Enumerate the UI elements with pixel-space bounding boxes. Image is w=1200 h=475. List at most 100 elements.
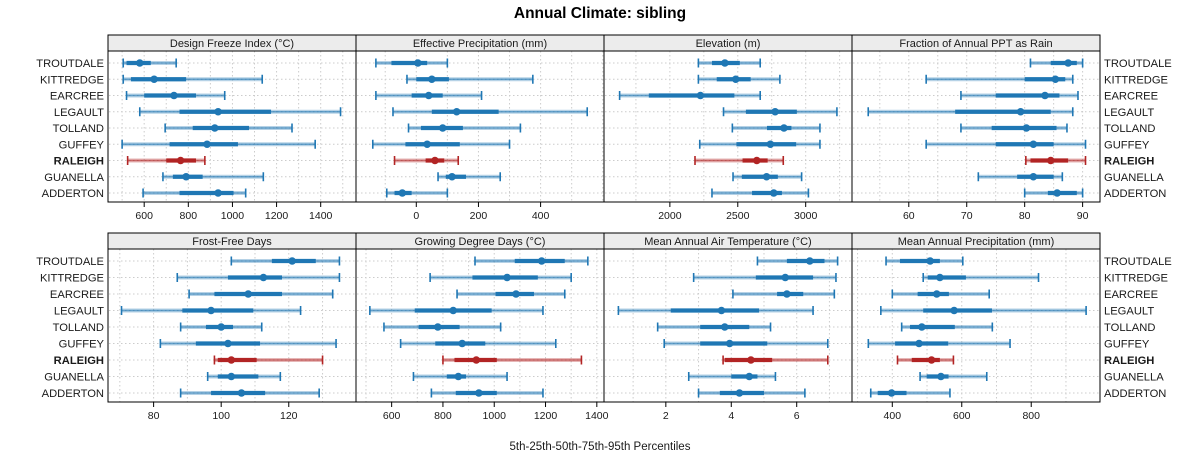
median-dot bbox=[431, 156, 439, 165]
median-dot bbox=[227, 372, 236, 381]
tick-label: 800 bbox=[1022, 410, 1040, 422]
station-label-left: KITTREDGE bbox=[40, 74, 104, 86]
median-dot bbox=[1046, 156, 1055, 165]
median-dot bbox=[780, 124, 788, 132]
median-dot bbox=[398, 189, 407, 197]
median-dot bbox=[472, 356, 481, 364]
tick-label: 2000 bbox=[658, 210, 682, 222]
axis-caption: 5th-25th-50th-75th-95th Percentiles bbox=[509, 441, 691, 453]
median-dot bbox=[1022, 124, 1031, 132]
median-dot bbox=[210, 124, 219, 132]
tick-label: 70 bbox=[961, 210, 973, 222]
median-dot bbox=[731, 75, 740, 84]
panel-area bbox=[851, 248, 1101, 403]
station-label-left: EARCREE bbox=[50, 289, 104, 301]
tick-label: 100 bbox=[212, 410, 230, 422]
station-label-left: KITTREDGE bbox=[40, 273, 104, 285]
tick-label: 90 bbox=[1077, 210, 1089, 222]
tick-label: 2500 bbox=[726, 210, 750, 222]
median-dot bbox=[214, 189, 222, 197]
median-dot bbox=[752, 156, 761, 165]
median-dot bbox=[288, 257, 296, 265]
median-dot bbox=[537, 257, 546, 265]
median-dot bbox=[1029, 172, 1038, 181]
station-label-left: TOLLAND bbox=[53, 322, 104, 334]
station-label-right: GUFFEY bbox=[1104, 339, 1150, 351]
tick-label: 120 bbox=[280, 410, 298, 422]
median-dot bbox=[182, 172, 190, 181]
median-dot bbox=[428, 75, 436, 84]
tick-label: 80 bbox=[148, 410, 160, 422]
tick-label: 600 bbox=[383, 410, 401, 422]
median-dot bbox=[735, 389, 744, 397]
median-dot bbox=[207, 306, 215, 315]
panel-title: Effective Precipitation (mm) bbox=[413, 38, 547, 50]
median-dot bbox=[805, 257, 814, 265]
median-dot bbox=[927, 356, 936, 364]
median-dot bbox=[438, 124, 447, 132]
tick-label: 600 bbox=[953, 410, 971, 422]
station-label-right: LEGAULT bbox=[1104, 107, 1154, 119]
station-label-left: ADDERTON bbox=[42, 388, 104, 400]
median-dot bbox=[926, 257, 934, 265]
median-dot bbox=[217, 323, 225, 331]
tick-label: 1200 bbox=[265, 210, 289, 222]
station-label-right: ADDERTON bbox=[1104, 188, 1166, 200]
station-label-right: GUANELLA bbox=[1104, 172, 1164, 184]
median-dot bbox=[721, 59, 729, 67]
station-label-left: TROUTDALE bbox=[36, 58, 104, 70]
median-dot bbox=[1053, 189, 1061, 197]
median-dot bbox=[244, 290, 253, 298]
median-dot bbox=[747, 356, 755, 364]
station-label-right: KITTREDGE bbox=[1104, 74, 1168, 86]
station-label-right: LEGAULT bbox=[1104, 306, 1154, 318]
panel-title: Elevation (m) bbox=[696, 38, 761, 50]
median-dot bbox=[449, 306, 457, 315]
station-label-right: RALEIGH bbox=[1104, 156, 1154, 168]
tick-label: 0 bbox=[413, 210, 419, 222]
median-dot bbox=[414, 59, 422, 67]
median-dot bbox=[452, 107, 461, 116]
median-dot bbox=[696, 91, 705, 100]
median-dot bbox=[745, 372, 754, 381]
median-dot bbox=[783, 290, 791, 298]
chart-title: Annual Climate: sibling bbox=[513, 5, 687, 22]
median-dot bbox=[458, 339, 466, 348]
median-dot bbox=[150, 75, 158, 84]
median-dot bbox=[203, 140, 211, 149]
tick-label: 400 bbox=[532, 210, 550, 222]
station-label-right: KITTREDGE bbox=[1104, 273, 1168, 285]
median-dot bbox=[887, 389, 896, 397]
median-dot bbox=[937, 372, 945, 381]
panel-title: Mean Annual Precipitation (mm) bbox=[898, 236, 1055, 248]
median-dot bbox=[454, 372, 463, 381]
station-label-left: TOLLAND bbox=[53, 123, 104, 135]
median-dot bbox=[237, 389, 246, 397]
tick-label: 1000 bbox=[221, 210, 245, 222]
tick-label: 200 bbox=[470, 210, 488, 222]
median-dot bbox=[1029, 140, 1038, 149]
median-dot bbox=[932, 290, 941, 298]
station-label-left: LEGAULT bbox=[54, 306, 104, 318]
station-label-right: EARCREE bbox=[1104, 289, 1158, 301]
tick-label: 4 bbox=[728, 410, 734, 422]
tick-label: 800 bbox=[180, 210, 198, 222]
station-label-left: RALEIGH bbox=[54, 156, 104, 168]
panel-title: Mean Annual Air Temperature (°C) bbox=[644, 236, 811, 248]
station-label-left: ADDERTON bbox=[42, 188, 104, 200]
median-dot bbox=[135, 59, 144, 67]
median-dot bbox=[227, 356, 236, 364]
tick-label: 80 bbox=[1019, 210, 1031, 222]
station-label-left: GUANELLA bbox=[44, 372, 104, 384]
station-label-right: GUFFEY bbox=[1104, 139, 1150, 151]
median-dot bbox=[224, 339, 232, 348]
station-label-left: EARCREE bbox=[50, 91, 104, 103]
panel-title: Fraction of Annual PPT as Rain bbox=[899, 38, 1052, 50]
panel-title: Frost-Free Days bbox=[192, 236, 272, 248]
station-label-right: TOLLAND bbox=[1104, 322, 1155, 334]
median-dot bbox=[762, 172, 771, 181]
median-dot bbox=[725, 339, 734, 348]
tick-label: 2 bbox=[663, 410, 669, 422]
